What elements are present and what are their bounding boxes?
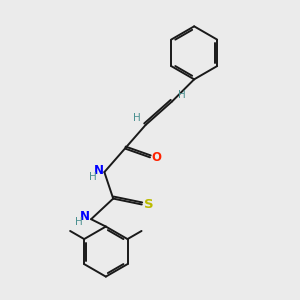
Text: H: H xyxy=(89,172,97,182)
Text: N: N xyxy=(80,210,90,223)
Text: H: H xyxy=(178,90,185,100)
Text: S: S xyxy=(144,198,154,211)
Text: N: N xyxy=(94,164,104,177)
Text: O: O xyxy=(152,151,161,164)
Text: H: H xyxy=(133,113,141,124)
Text: H: H xyxy=(75,217,82,226)
